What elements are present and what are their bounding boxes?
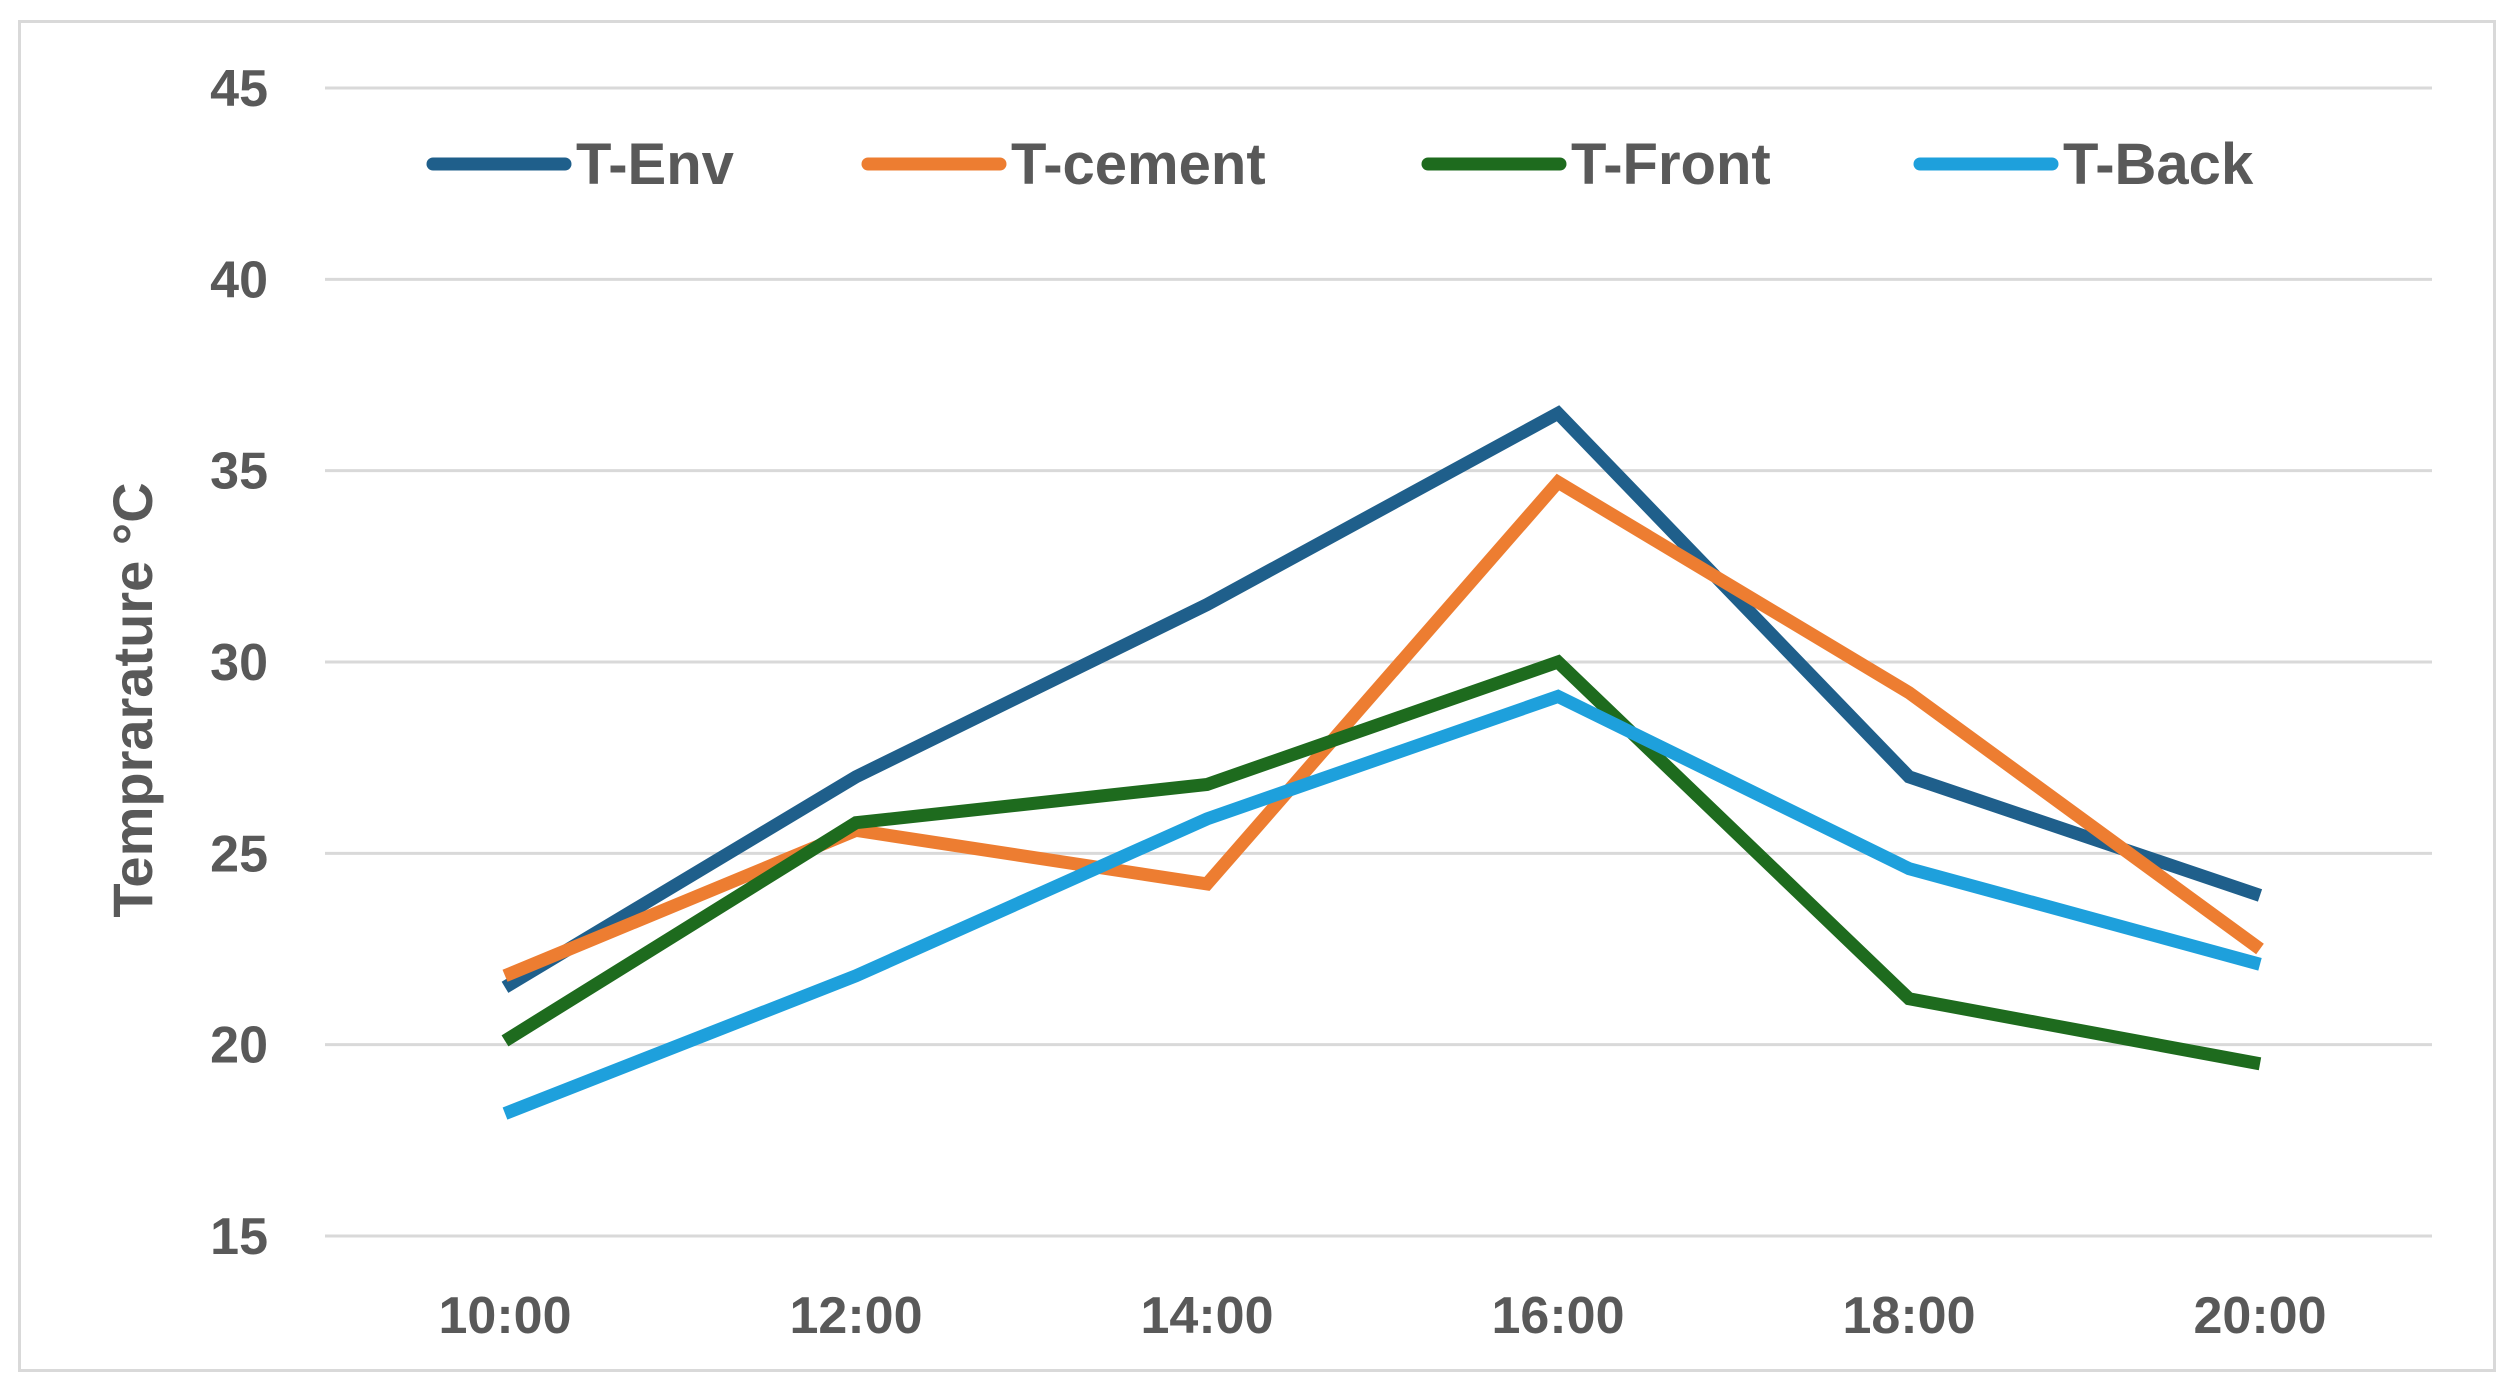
x-tick-label-1: 12:00 <box>790 1287 923 1345</box>
legend-label-t-front: T-Front <box>1571 132 1771 197</box>
y-tick-label-45: 45 <box>210 60 268 118</box>
x-axis-tick-labels: 10:00 12:00 14:00 16:00 18:00 20:00 <box>439 1287 2327 1345</box>
x-tick-label-5: 20:00 <box>2194 1287 2327 1345</box>
series-line-t-back <box>502 689 2262 1120</box>
x-tick-label-2: 14:00 <box>1141 1287 1274 1345</box>
y-tick-label-20: 20 <box>210 1017 268 1075</box>
series-line-t-env <box>501 405 2263 993</box>
x-tick-label-4: 18:00 <box>1843 1287 1976 1345</box>
y-tick-label-40: 40 <box>210 251 268 309</box>
chart-frame <box>18 20 2496 1372</box>
y-tick-label-25: 25 <box>210 825 268 883</box>
y-tick-label-15: 15 <box>210 1208 268 1266</box>
legend: T-Env T-cement T-Front T-Back <box>426 132 2254 197</box>
y-tick-label-35: 35 <box>210 443 268 501</box>
series-line-t-front <box>501 654 2262 1071</box>
series-lines <box>501 405 2264 1120</box>
y-axis-title: Temprarature °C <box>101 482 164 917</box>
legend-label-t-cement: T-cement <box>1011 132 1266 197</box>
y-tick-label-30: 30 <box>210 634 268 692</box>
x-tick-label-0: 10:00 <box>439 1287 572 1345</box>
y-axis-tick-labels: 15 20 25 30 35 40 45 <box>210 60 268 1266</box>
legend-label-t-env: T-Env <box>576 132 734 197</box>
legend-label-t-back: T-Back <box>2063 132 2254 197</box>
x-tick-label-3: 16:00 <box>1492 1287 1625 1345</box>
